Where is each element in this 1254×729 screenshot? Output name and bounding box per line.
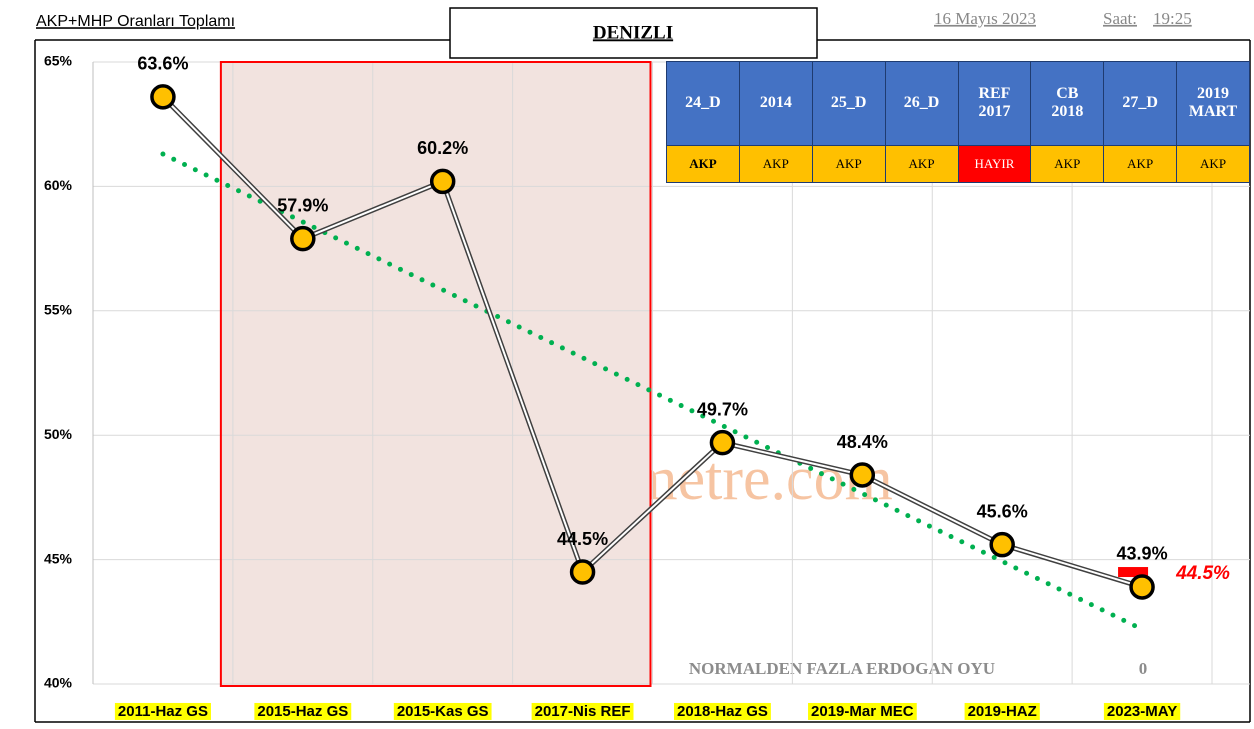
y-tick-label: 60% xyxy=(44,177,73,193)
point xyxy=(569,559,596,585)
x-tick-bg xyxy=(808,702,917,720)
row-cell: AKP xyxy=(1030,144,1105,184)
row-cell-text: AKP xyxy=(1200,155,1227,171)
point xyxy=(150,84,176,110)
row-cell: AKP xyxy=(1103,144,1178,184)
election-table: 24_D 2014 25_D 26_D REF 2017 CB 2018 27_D 2019 … xyxy=(666,61,1250,184)
title-box xyxy=(449,7,818,59)
target-marker xyxy=(1118,567,1149,578)
x-tick-bg xyxy=(1103,702,1181,720)
x-tick-label: 2023-MAY xyxy=(1107,703,1177,720)
x-tick-label: 2019-HAZ xyxy=(968,703,1037,720)
row-cell-text: AKP xyxy=(1054,155,1081,171)
y-tick-label: 65% xyxy=(44,53,73,69)
header-cell: 27_D xyxy=(1103,61,1178,146)
row-cell: AKP xyxy=(666,144,740,184)
row-cell-text: AKP xyxy=(762,155,789,171)
row-cell: AKP xyxy=(738,144,813,184)
x-tick: 2011-Haz GS xyxy=(114,702,211,720)
x-tick-bg xyxy=(393,702,492,720)
x-tick-bg xyxy=(114,702,211,720)
table-header: 24_D 2014 25_D 26_D REF 2017 CB 2018 27_D 2019 … xyxy=(666,61,1250,146)
header-cell-text: REF 2017 xyxy=(978,85,1011,121)
x-tick: 2019-HAZ xyxy=(964,702,1040,720)
row-cell-text: AKP xyxy=(689,155,717,171)
row-cell: AKP xyxy=(1176,144,1250,184)
point xyxy=(1129,574,1155,600)
header-cell: CB 2018 xyxy=(1030,61,1105,146)
x-tick: 2015-Haz GS xyxy=(254,702,352,720)
x-tick-bg xyxy=(673,702,771,720)
header-cell: 25_D xyxy=(811,61,886,146)
row-cell: AKP xyxy=(884,144,959,184)
row-cell: HAYIR xyxy=(957,144,1032,184)
data-label: 45.6% xyxy=(977,501,1028,521)
data-label: 49.7% xyxy=(697,399,748,419)
x-tick-label: 2019-Mar MEC xyxy=(811,703,914,720)
header-cell: 2014 xyxy=(738,61,813,146)
y-tick-label: 50% xyxy=(44,426,73,442)
header-cell: 2019 MART xyxy=(1176,61,1250,146)
x-tick-label: 2015-Kas GS xyxy=(397,703,489,720)
subtitle: AKP+MHP Oranları Toplamı xyxy=(36,13,235,30)
chart-title: DENIZLI xyxy=(593,22,673,43)
y-tick-label: 40% xyxy=(44,675,73,691)
date: 16 Mayıs 2023 xyxy=(934,9,1036,28)
header-cell-text: CB 2018 xyxy=(1051,85,1084,121)
data-label: 48.4% xyxy=(837,432,888,452)
x-tick: 2019-Mar MEC xyxy=(808,702,917,720)
point xyxy=(290,225,316,252)
data-label: 60.2% xyxy=(417,138,468,158)
note: NORMALDEN FAZLA ERDOGAN OYU xyxy=(689,659,995,678)
header-cell-text: 2019 MART xyxy=(1188,85,1238,121)
note-value: 0 xyxy=(1139,659,1148,678)
data-label: 57.9% xyxy=(277,195,328,215)
x-tick-label: 2015-Haz GS xyxy=(257,703,348,720)
header-cell-text: 26_D xyxy=(903,94,940,112)
point xyxy=(429,168,456,195)
row-cell-text: AKP xyxy=(1127,155,1154,171)
header-cell: REF 2017 xyxy=(957,61,1032,146)
row-cell-text: AKP xyxy=(908,155,935,171)
header-cell-text: 25_D xyxy=(830,94,867,112)
y-tick-label: 45% xyxy=(44,550,73,566)
x-tick-bg xyxy=(254,702,352,720)
row-cell: AKP xyxy=(811,144,886,184)
trendline xyxy=(160,151,1145,632)
point xyxy=(849,462,876,488)
header-cell: 24_D xyxy=(666,61,740,146)
point xyxy=(709,429,736,456)
data-label: 63.6% xyxy=(137,54,188,74)
series-line xyxy=(162,96,1143,588)
y-tick-label: 55% xyxy=(44,302,73,318)
row-cell-text: AKP xyxy=(835,155,862,171)
row-cell-text: HAYIR xyxy=(974,155,1015,171)
data-label: 43.9% xyxy=(1117,544,1168,564)
data-label: 44.5% xyxy=(557,529,608,549)
x-tick-label: 2017-Nis REF xyxy=(535,703,631,720)
x-tick-label: 2018-Haz GS xyxy=(677,703,768,720)
x-tick: 2018-Haz GS xyxy=(673,702,771,720)
x-tick-label: 2011-Haz GS xyxy=(118,703,208,720)
table-row: AKP AKP AKP AKP HAYIR AKP AKP AKP xyxy=(666,144,1250,184)
x-tick: 2015-Kas GS xyxy=(393,702,492,720)
x-tick: 2023-MAY xyxy=(1103,702,1181,720)
header-cell-text: 24_D xyxy=(685,94,721,112)
highlight-box xyxy=(219,61,652,687)
x-tick-bg xyxy=(531,702,634,720)
time-label: Saat: xyxy=(1103,9,1137,28)
time: 19:25 xyxy=(1153,9,1192,28)
header-cell-text: 27_D xyxy=(1122,94,1158,112)
header-cell-text: 2014 xyxy=(759,94,792,112)
header-cell: 26_D xyxy=(884,61,959,146)
x-tick-bg xyxy=(964,702,1040,720)
target-label: 44.5% xyxy=(1175,563,1230,584)
x-tick: 2017-Nis REF xyxy=(531,702,634,720)
point xyxy=(989,531,1015,558)
